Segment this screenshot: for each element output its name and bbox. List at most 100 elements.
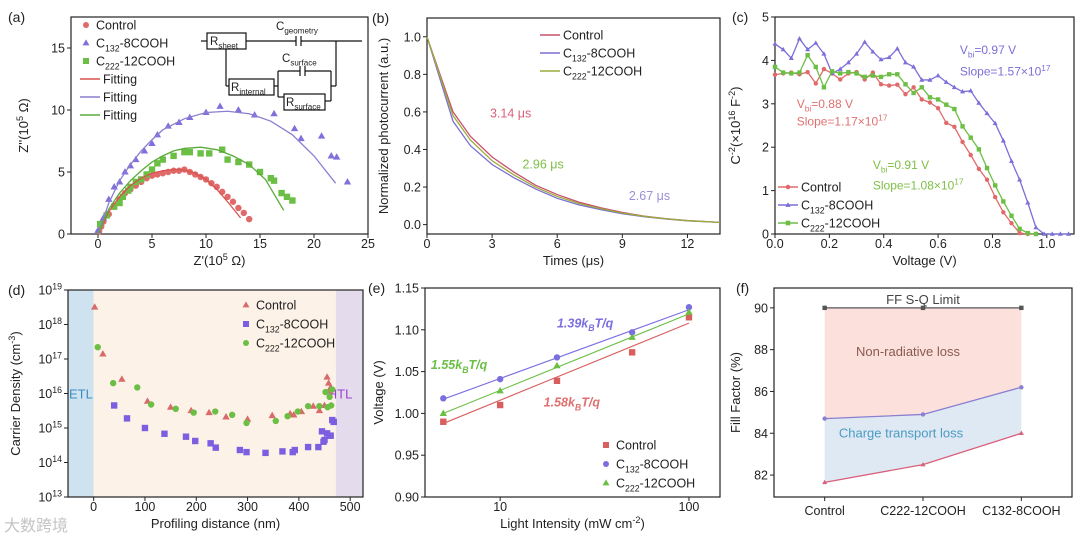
y-axis-label: Carrier Density (cm-3) [7, 331, 23, 455]
data-point [1041, 231, 1047, 236]
data-point [772, 64, 778, 70]
y-axis-label: Normalized photocurrent (a.u.) [376, 38, 391, 214]
y-tick-label: 5 [58, 166, 65, 180]
data-point [172, 405, 179, 413]
data-point [821, 85, 827, 90]
series-line [97, 146, 285, 235]
region-band [68, 290, 94, 497]
panel-label: (e) [368, 280, 385, 296]
series-0 [426, 36, 721, 224]
legend-marker [785, 184, 791, 190]
data-point [822, 479, 828, 485]
annotation: Slope=1.08×1017 [873, 176, 964, 192]
x-category-label: C222-12COOH [880, 504, 965, 518]
legend-label: C132-8COOH [96, 37, 168, 54]
y-tick-label: 0.4 [404, 143, 421, 157]
data-point [148, 166, 156, 173]
data-point [116, 199, 123, 207]
series-line [426, 36, 721, 224]
data-point [224, 156, 231, 163]
series-0 [440, 314, 693, 425]
data-point [219, 188, 226, 196]
data-point [805, 52, 810, 58]
data-point [927, 95, 933, 100]
series-2 [426, 36, 721, 224]
data-point [772, 41, 778, 46]
panel-b: 0 3 6 9 12 0.0 0.2 0.4 0.6 0.8 1.0 Times (μs) Normal… [372, 10, 721, 268]
annotation: Slope=1.57×1017 [960, 63, 1051, 79]
data-point [976, 100, 982, 105]
data-point [878, 74, 884, 80]
data-point [952, 106, 957, 112]
y-tick-label: 1.15 [395, 282, 419, 296]
data-point [138, 176, 145, 183]
data-point [903, 82, 908, 87]
data-point [894, 46, 900, 51]
data-point [992, 120, 998, 126]
data-point [159, 156, 166, 163]
data-point [960, 139, 965, 145]
data-point [870, 49, 876, 54]
data-point [154, 160, 161, 167]
data-point [685, 314, 693, 321]
data-point [186, 148, 193, 156]
x-tick-label: 0.4 [875, 237, 892, 251]
data-point [951, 84, 957, 90]
data-point [496, 401, 504, 409]
data-point [316, 402, 323, 410]
data-point [272, 417, 279, 425]
data-point [327, 402, 335, 409]
legend-label: C222-12COOH [563, 65, 642, 82]
series-3 [97, 168, 242, 235]
x-tick-label: 15 [253, 237, 267, 251]
data-point [1001, 210, 1006, 215]
panel-e: 10 100 0.90 0.95 1.00 1.05 1.10 1.15 Light Inten… [368, 280, 721, 531]
data-point [161, 430, 168, 437]
legend-marker [242, 301, 250, 308]
data-point [862, 39, 868, 44]
data-point [1008, 158, 1015, 163]
x-tick-label: 0 [424, 237, 431, 251]
data-point [283, 193, 291, 200]
data-point [290, 124, 299, 132]
y-tick-label: 0.6 [404, 105, 421, 119]
legend-label: C222-12COOH [801, 217, 880, 234]
data-point [327, 432, 334, 439]
data-point [1018, 430, 1024, 436]
x-tick-label: 300 [237, 500, 258, 514]
data-point [846, 69, 851, 75]
data-point [175, 167, 183, 174]
data-point [822, 416, 827, 421]
data-point [553, 354, 561, 361]
data-point [1025, 230, 1030, 236]
data-point [829, 69, 835, 74]
data-point [219, 146, 226, 153]
series-2 [822, 430, 1024, 485]
data-point [788, 55, 794, 60]
x-tick-label: 20 [307, 237, 321, 251]
y-tick-label: 1017 [38, 351, 62, 367]
y-tick-label: 15 [51, 42, 65, 56]
data-point [110, 402, 118, 409]
data-point [182, 433, 190, 440]
annotation: 2.67 μs [629, 189, 670, 203]
y-tick-label: 1.10 [395, 323, 419, 337]
data-point [270, 177, 278, 184]
x-category-label: Control [805, 504, 845, 518]
data-point [838, 77, 843, 82]
annotation: 1.58kBT/q [544, 396, 601, 413]
data-point [343, 178, 352, 185]
data-point [321, 436, 328, 444]
resistor-internal [228, 78, 275, 96]
data-point [256, 168, 264, 176]
annotation: FF S-Q Limit [886, 292, 960, 307]
x-tick-label: 500 [340, 500, 361, 514]
panel-label: (b) [372, 10, 389, 26]
y-tick-label: 1015 [38, 420, 62, 436]
data-point [780, 46, 786, 52]
data-point [837, 66, 843, 71]
data-point [895, 82, 900, 87]
annotation: Slope=1.17×1017 [797, 113, 888, 129]
y-axis-label: Voltage (V) [371, 360, 386, 424]
y-tick-label: 0 [58, 228, 65, 242]
